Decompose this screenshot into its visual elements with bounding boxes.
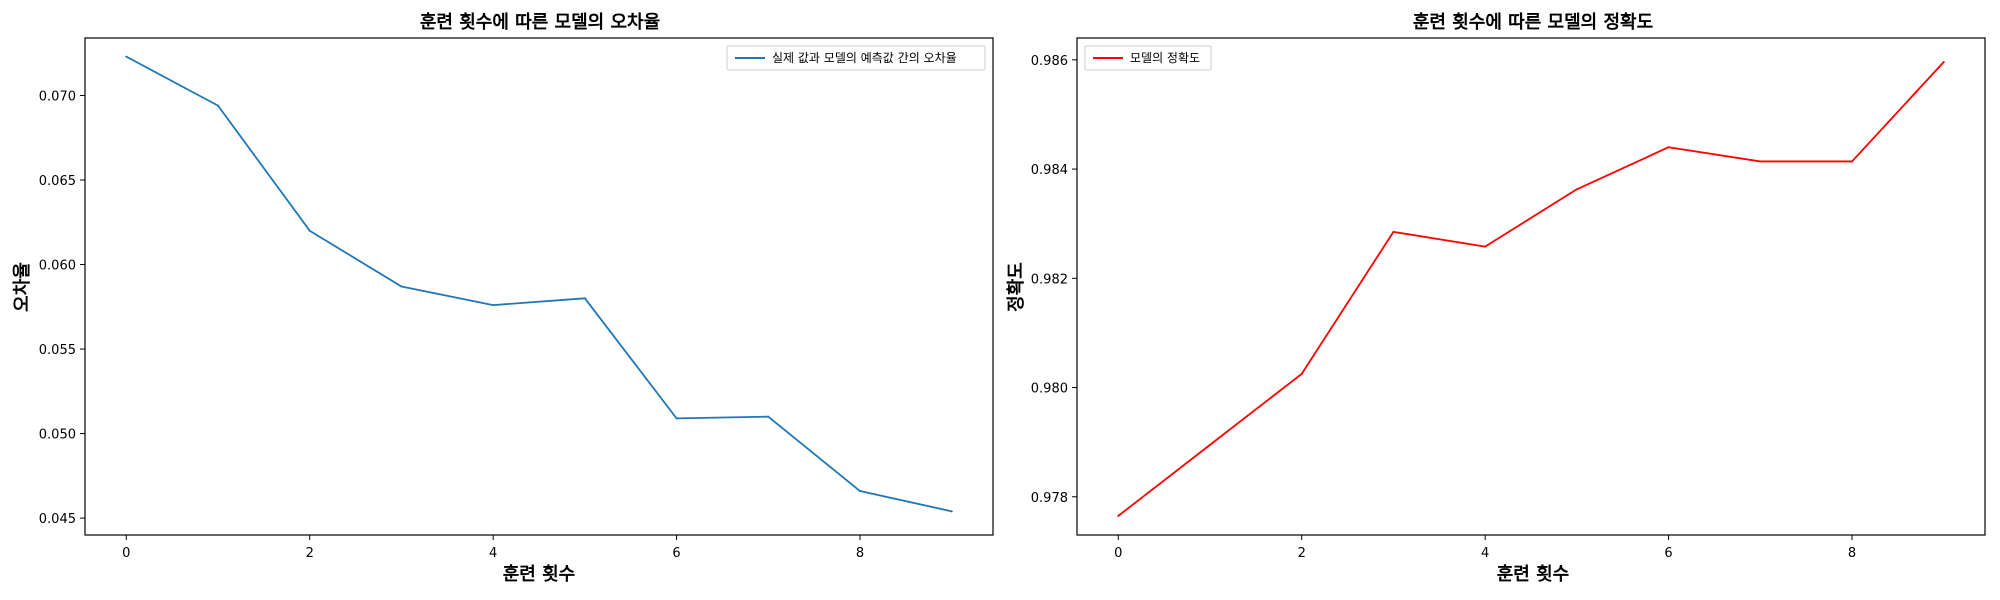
- y-tick-label: 0.982: [1031, 272, 1068, 287]
- y-tick-label: 0.978: [1031, 491, 1068, 506]
- x-tick-label: 8: [1848, 546, 1856, 561]
- data-point: [767, 415, 770, 418]
- y-axis-label: 정확도: [1006, 262, 1027, 312]
- y-ticks: 0.978 0.980 0.982 0.984 0.986: [1031, 54, 1077, 506]
- legend-box: [726, 45, 986, 71]
- plot-frame: [84, 37, 994, 536]
- data-point: [125, 55, 128, 58]
- data-point: [216, 104, 219, 107]
- x-tick-label: 6: [1664, 546, 1672, 561]
- legend[interactable]: 실제 값과 모델의 예측값 간의 오차율: [726, 45, 986, 71]
- data-point: [583, 297, 586, 300]
- data-point: [675, 417, 678, 420]
- y-tick-label: 0.065: [39, 174, 76, 189]
- x-tick-label: 4: [489, 546, 497, 561]
- data-point: [308, 229, 311, 232]
- y-tick-label: 0.070: [39, 89, 76, 104]
- accuracy-chart: 훈련 횟수에 따른 모델의 정확도 훈련 횟수 정확도 0.9780.9800.…: [1006, 11, 1986, 585]
- x-axis-label: 훈련 횟수: [503, 563, 576, 585]
- legend-box: [1084, 45, 1212, 71]
- series-line-0: [125, 55, 952, 513]
- y-tick-label: 0.055: [39, 343, 76, 358]
- y-tick-label: 0.060: [39, 259, 76, 274]
- y-tick-label: 0.050: [39, 428, 76, 443]
- x-tick-label: 4: [1481, 546, 1489, 561]
- series-line-0: [1117, 61, 1945, 517]
- data-point: [1851, 160, 1854, 163]
- error-rate-chart: 훈련 횟수에 따른 모델의 오차율 훈련 횟수 오차율 0.0450.0500.…: [12, 11, 994, 585]
- series-lines: [1117, 61, 1945, 517]
- data-point: [492, 304, 495, 307]
- data-point: [1300, 372, 1303, 375]
- x-tick-label: 2: [306, 546, 314, 561]
- y-tick-label: 0.984: [1031, 163, 1068, 178]
- data-point: [1392, 230, 1395, 233]
- chart-title: 훈련 횟수에 따른 모델의 오차율: [420, 11, 660, 33]
- y-axis-label: 오차율: [12, 262, 33, 312]
- y-tick-label: 0.986: [1031, 54, 1068, 69]
- y-ticks: 0.045 0.050 0.055 0.060 0.065 0.070: [39, 89, 85, 527]
- data-point: [400, 285, 403, 288]
- x-ticks: 0 2 4 6 8: [122, 535, 864, 561]
- data-point: [1942, 61, 1945, 64]
- x-tick-label: 2: [1298, 546, 1306, 561]
- data-point: [1575, 188, 1578, 191]
- x-tick-label: 6: [672, 546, 680, 561]
- data-point: [1484, 245, 1487, 248]
- x-tick-label: 0: [1114, 546, 1122, 561]
- data-point: [1117, 514, 1120, 517]
- data-point: [859, 490, 862, 493]
- x-ticks: 0 2 4 6 8: [1114, 535, 1856, 561]
- data-point: [1208, 443, 1211, 446]
- plot-frame: [1076, 37, 1986, 536]
- legend-label: 모델의 정확도: [1130, 51, 1200, 65]
- chart-title: 훈련 횟수에 따른 모델의 정확도: [1413, 11, 1653, 33]
- x-axis-label: 훈련 횟수: [1497, 563, 1570, 585]
- data-point: [1759, 160, 1762, 163]
- legend[interactable]: 모델의 정확도: [1084, 45, 1212, 71]
- y-tick-label: 0.980: [1031, 382, 1068, 397]
- legend-label: 실제 값과 모델의 예측값 간의 오차율: [772, 51, 957, 65]
- data-point: [1667, 146, 1670, 149]
- x-tick-label: 0: [122, 546, 130, 561]
- data-point: [950, 510, 953, 513]
- y-tick-label: 0.045: [39, 512, 76, 527]
- series-lines: [125, 55, 953, 513]
- x-tick-label: 8: [856, 546, 864, 561]
